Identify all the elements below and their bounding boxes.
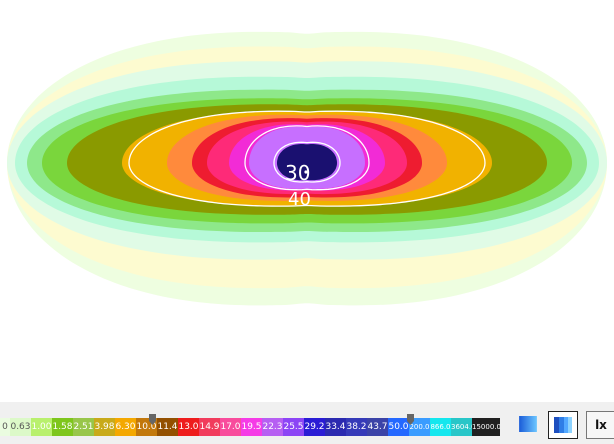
scale-swatch-17: 38.2: [346, 418, 367, 436]
scale-swatch-15: 29.2: [304, 418, 325, 436]
scale-swatch-23: 15000.0: [472, 418, 500, 436]
slider-handle-icon: [407, 414, 414, 425]
scale-swatch-21: 866.0: [430, 418, 451, 436]
scale-swatch-2: 1.00: [31, 418, 52, 436]
scale-swatch-5: 3.98: [94, 418, 115, 436]
right-range-slider[interactable]: [407, 410, 414, 425]
scale-swatch-19: 50.0: [388, 418, 409, 436]
color-scale-toolbar: 0 0.63 1.00 1.58 2.51 3.98 6.30 10.0 11.4 13.0 14.…: [0, 402, 614, 444]
contour-line-2: [273, 141, 341, 183]
scale-swatch-20: 200.0: [409, 418, 430, 436]
bands-icon: [554, 417, 572, 433]
slider-handle-icon: [149, 414, 156, 425]
scale-swatch-22: 3604.0: [451, 418, 472, 436]
scale-swatch-11: 17.0: [220, 418, 241, 436]
contour-plot: 30 40: [7, 31, 607, 306]
scale-swatch-3: 1.58: [52, 418, 73, 436]
left-range-slider[interactable]: [149, 410, 156, 425]
color-scale-strip: 0 0.63 1.00 1.58 2.51 3.98 6.30 10.0 11.4 13.0 14.…: [0, 418, 520, 436]
lux-units-button[interactable]: lx: [586, 411, 614, 439]
scale-swatch-14: 25.5: [283, 418, 304, 436]
scale-swatch-9: 13.0: [178, 418, 199, 436]
gradient-icon: [519, 416, 537, 432]
banded-mode-button[interactable]: [548, 411, 578, 439]
scale-swatch-12: 19.5: [241, 418, 262, 436]
scale-swatch-0: 0: [0, 418, 10, 436]
scale-swatch-1: 0.63: [10, 418, 31, 436]
scale-swatch-6: 6.30: [115, 418, 136, 436]
scale-swatch-13: 22.3: [262, 418, 283, 436]
peak-marker-icon: [304, 170, 308, 174]
gradient-mode-button[interactable]: [514, 411, 544, 439]
contour-label-40: 40: [288, 189, 311, 210]
contour-line-0: [128, 110, 486, 207]
scale-swatch-4: 2.51: [73, 418, 94, 436]
scale-swatch-16: 33.4: [325, 418, 346, 436]
contour-plot-svg: 30 40: [7, 31, 607, 306]
scale-swatch-10: 14.9: [199, 418, 220, 436]
contour-band-13: [277, 144, 337, 181]
scale-swatch-8: 11.4: [157, 418, 178, 436]
scale-swatch-18: 43.7: [367, 418, 388, 436]
contour-line-1: [244, 125, 370, 191]
contour-label-30: 30: [285, 161, 310, 185]
